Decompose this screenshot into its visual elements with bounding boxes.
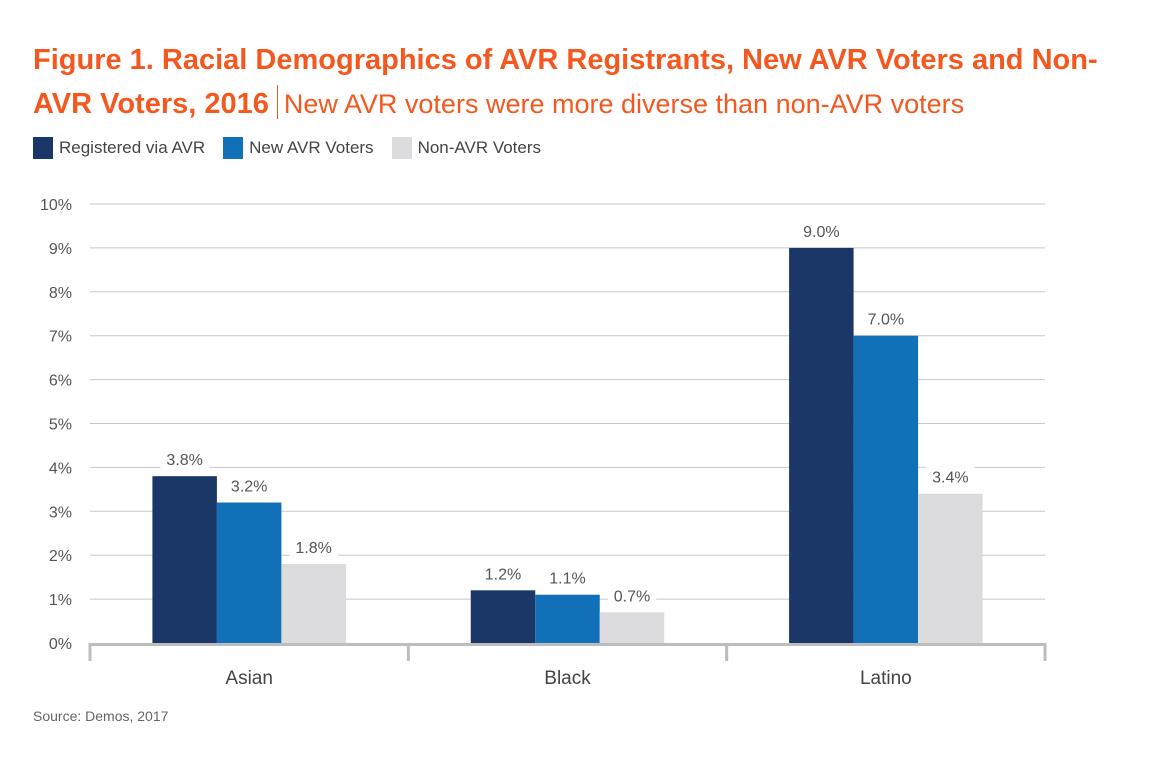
source-note: Source: Demos, 2017 — [33, 708, 169, 724]
legend: Registered via AVR New AVR Voters Non-AV… — [33, 137, 559, 159]
bar — [152, 476, 217, 643]
x-category-label: Latino — [860, 668, 912, 689]
data-label-bg — [607, 585, 657, 606]
title-subtitle: New AVR voters were more diverse than no… — [283, 89, 965, 119]
data-label: 1.8% — [295, 540, 331, 557]
data-label: 1.2% — [485, 566, 521, 583]
bar — [281, 563, 346, 643]
y-tick-label: 9% — [49, 241, 72, 258]
y-tick-label: 3% — [49, 504, 72, 521]
data-label: 3.2% — [231, 479, 267, 496]
legend-label: Non-AVR Voters — [417, 138, 542, 157]
bar — [535, 594, 600, 643]
legend-swatch — [391, 137, 412, 159]
bar — [853, 335, 919, 643]
y-tick-label: 7% — [49, 329, 72, 346]
data-label: 9.0% — [803, 224, 839, 241]
data-label: 0.7% — [614, 588, 650, 605]
y-tick-label: 10% — [40, 197, 72, 214]
legend-label: New AVR Voters — [249, 138, 374, 157]
data-label-bg — [478, 563, 528, 584]
legend-item-non-avr: Non-AVR Voters — [391, 137, 542, 159]
title-divider — [276, 85, 278, 119]
data-label-bg — [543, 567, 592, 588]
legend-item-registered: Registered via AVR — [33, 137, 205, 159]
y-tick-label: 0% — [49, 636, 72, 653]
bar — [599, 612, 665, 643]
legend-swatch — [223, 137, 244, 159]
x-category-label: Black — [544, 668, 591, 689]
y-tick-label: 8% — [49, 285, 72, 302]
data-label-bg — [926, 466, 975, 487]
bar — [216, 502, 282, 643]
chart-title: Figure 1. Racial Demographics of AVR Reg… — [33, 38, 1133, 126]
bar — [789, 247, 854, 643]
y-tick-label: 6% — [49, 373, 72, 390]
data-label-bg — [224, 475, 274, 496]
data-label-bg — [160, 449, 209, 470]
data-label: 3.8% — [166, 452, 202, 469]
legend-label: Registered via AVR — [59, 138, 206, 157]
bar — [918, 493, 983, 643]
y-tick-label: 4% — [49, 460, 72, 477]
legend-swatch — [33, 137, 53, 159]
y-tick-label: 5% — [49, 417, 72, 434]
x-category-label: Asian — [225, 668, 273, 689]
data-label: 1.1% — [549, 571, 585, 588]
data-label-bg — [289, 536, 338, 557]
data-label-bg — [861, 308, 911, 329]
legend-item-new-avr: New AVR Voters — [223, 137, 374, 159]
data-label: 3.4% — [932, 470, 968, 487]
bar — [470, 590, 536, 643]
data-label-bg — [797, 220, 846, 241]
title-main: Figure 1. Racial Demographics of AVR Reg… — [33, 44, 1098, 120]
data-label: 7.0% — [868, 312, 904, 329]
y-tick-label: 2% — [49, 548, 72, 565]
y-tick-label: 1% — [49, 592, 72, 609]
